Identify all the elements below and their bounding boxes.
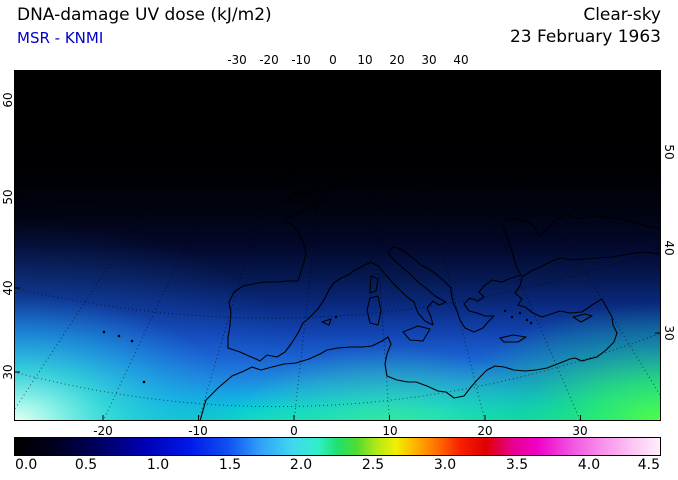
top-axis-tick-label: 30 (421, 53, 437, 67)
sky-condition-label: Clear-sky (583, 5, 661, 25)
bottom-axis-tick-label: 0 (290, 424, 298, 438)
small-island-dots (102, 148, 533, 384)
colorbar-tick-label: 0.0 (15, 457, 38, 473)
top-axis-tick-label: -10 (291, 53, 311, 67)
top-axis-tick-label: 20 (389, 53, 405, 67)
right-axis-tick-label: 30 (662, 325, 676, 341)
left-axis-tick-label: 60 (1, 92, 15, 108)
top-axis-tick-label: 0 (329, 53, 337, 67)
left-axis-tick-label: 50 (1, 189, 15, 205)
colorbar-tick-label: 3.0 (433, 457, 457, 473)
top-axis-tick-label: -30 (227, 53, 247, 67)
colorbar-tick-label: 0.5 (74, 457, 98, 473)
date-label: 23 February 1963 (509, 27, 661, 47)
top-axis-tick-label: -20 (259, 53, 279, 67)
colorbar-tick-label: 4.5 (637, 457, 660, 473)
left-axis-tick-label: 40 (1, 280, 15, 296)
bottom-axis-tick-label: -10 (188, 424, 208, 438)
top-axis-tick-label: 10 (357, 53, 373, 67)
frame-ticks (14, 70, 661, 421)
right-axis-tick-label: 40 (662, 240, 676, 256)
bottom-axis-tick-label: 30 (572, 424, 588, 438)
graticule (14, 70, 661, 421)
bottom-axis-tick-label: 20 (477, 424, 493, 438)
uv-dose-field (14, 70, 661, 421)
colorbar-tick-label: 1.0 (146, 457, 170, 473)
figure-title: DNA-damage UV dose (kJ/m2) (17, 5, 272, 25)
bottom-axis-tick-label: 10 (382, 424, 398, 438)
left-axis-tick-label: 30 (1, 364, 15, 380)
right-axis-tick-label: 50 (662, 144, 676, 160)
map-frame (14, 70, 661, 421)
coastlines (199, 70, 661, 421)
bottom-axis-tick-label: -20 (93, 424, 113, 438)
top-axis-tick-label: 40 (453, 53, 469, 67)
colorbar-gradient (15, 438, 660, 455)
colorbar (14, 437, 661, 456)
colorbar-tick-label: 3.5 (505, 457, 529, 473)
colorbar-tick-label: 2.0 (289, 457, 313, 473)
colorbar-tick-label: 1.5 (218, 457, 242, 473)
colorbar-tick-label: 4.0 (577, 457, 601, 473)
data-source-label: MSR - KNMI (17, 29, 104, 47)
europe-uv-map (14, 70, 661, 421)
colorbar-tick-label: 2.5 (361, 457, 385, 473)
